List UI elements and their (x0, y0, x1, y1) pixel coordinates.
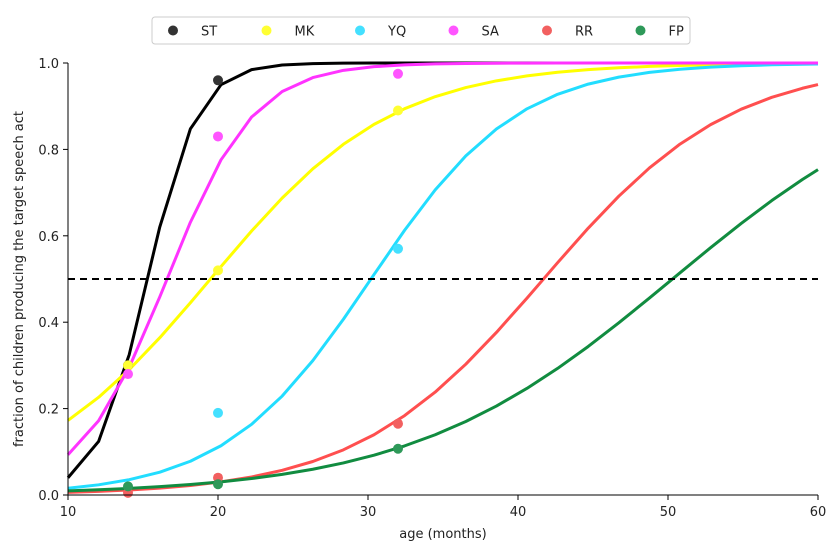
point-fp (123, 481, 133, 492)
x-tick-label: 30 (360, 505, 377, 520)
legend-label-st: ST (201, 25, 217, 40)
y-axis-label: fraction of children producing the targe… (12, 111, 27, 447)
point-fp (213, 479, 223, 490)
point-mk (393, 105, 403, 116)
point-st (213, 75, 223, 86)
legend: ST MK YQ SA RR FP (151, 16, 691, 45)
curve-fp (67, 168, 819, 493)
x-tick-label: 60 (810, 505, 827, 520)
curve-sa (66, 61, 818, 456)
point-fp (393, 443, 403, 454)
legend-marker-yq (355, 25, 365, 36)
legend-marker-sa (448, 25, 459, 36)
legend-label-mk: MK (295, 25, 315, 40)
legend-marker-st (168, 25, 178, 36)
legend-items: ST MK YQ SA RR FP (168, 25, 684, 40)
legend-label-yq: YQ (387, 25, 406, 40)
y-tick-label: 0.4 (38, 316, 59, 331)
legend-marker-rr (542, 25, 552, 36)
curve-st (66, 61, 818, 479)
legend-label-fp: FP (669, 25, 684, 40)
curve-yq (67, 62, 819, 490)
series-layer (66, 61, 819, 494)
x-tick-label: 40 (510, 505, 527, 520)
y-ticks: 0.0 0.2 0.4 0.6 0.8 1.0 (38, 57, 68, 504)
points-layer (123, 68, 403, 498)
y-tick-label: 0.0 (38, 489, 59, 504)
legend-marker-mk (261, 25, 272, 36)
x-tick-label: 50 (660, 505, 677, 520)
legend-label-sa: SA (482, 25, 499, 40)
y-tick-label: 0.2 (38, 403, 59, 418)
point-sa (213, 131, 223, 142)
point-sa (123, 369, 133, 380)
point-yq (213, 407, 223, 418)
y-tick-label: 1.0 (38, 57, 59, 72)
x-tick-label: 10 (60, 505, 77, 520)
y-tick-label: 0.8 (38, 143, 59, 158)
legend-label-rr: RR (575, 25, 593, 40)
point-sa (393, 68, 403, 79)
x-ticks: 10 20 30 40 50 60 (60, 495, 827, 520)
x-axis-label: age (months) (399, 527, 486, 542)
point-rr (393, 418, 403, 429)
point-mk (123, 360, 133, 371)
legend-frame (151, 16, 691, 45)
legend-marker-fp (635, 25, 646, 36)
point-mk (213, 265, 223, 276)
y-tick-label: 0.6 (38, 230, 59, 245)
point-yq (393, 243, 403, 254)
x-tick-label: 20 (210, 505, 227, 520)
curve-mk (67, 62, 819, 422)
